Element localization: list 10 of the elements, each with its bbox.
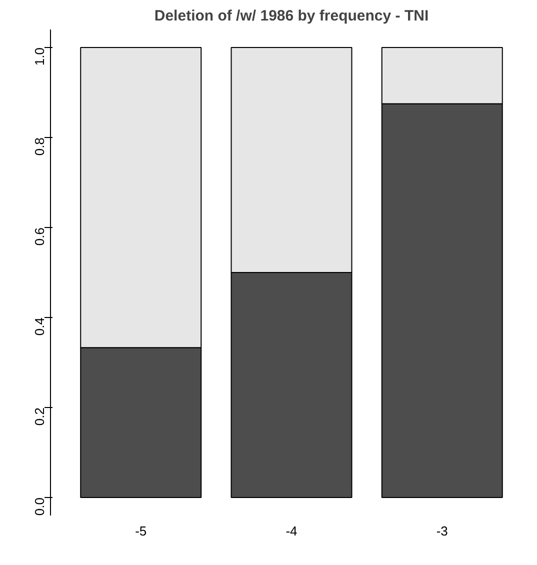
x-tick-label: -4 [286, 524, 298, 538]
chart-title: Deletion of /w/ 1986 by frequency - TNI [154, 8, 429, 24]
y-tick-label: 0.8 [32, 137, 47, 156]
y-tick-label: 0.0 [32, 497, 47, 516]
x-tick-label: -3 [436, 524, 448, 538]
y-tick-label: 0.6 [32, 227, 47, 246]
y-tick-label: 1.0 [32, 47, 47, 66]
y-tick-label: 0.2 [32, 407, 47, 426]
y-tick-label: 0.4 [32, 317, 47, 336]
x-tick-label: -5 [135, 524, 147, 538]
